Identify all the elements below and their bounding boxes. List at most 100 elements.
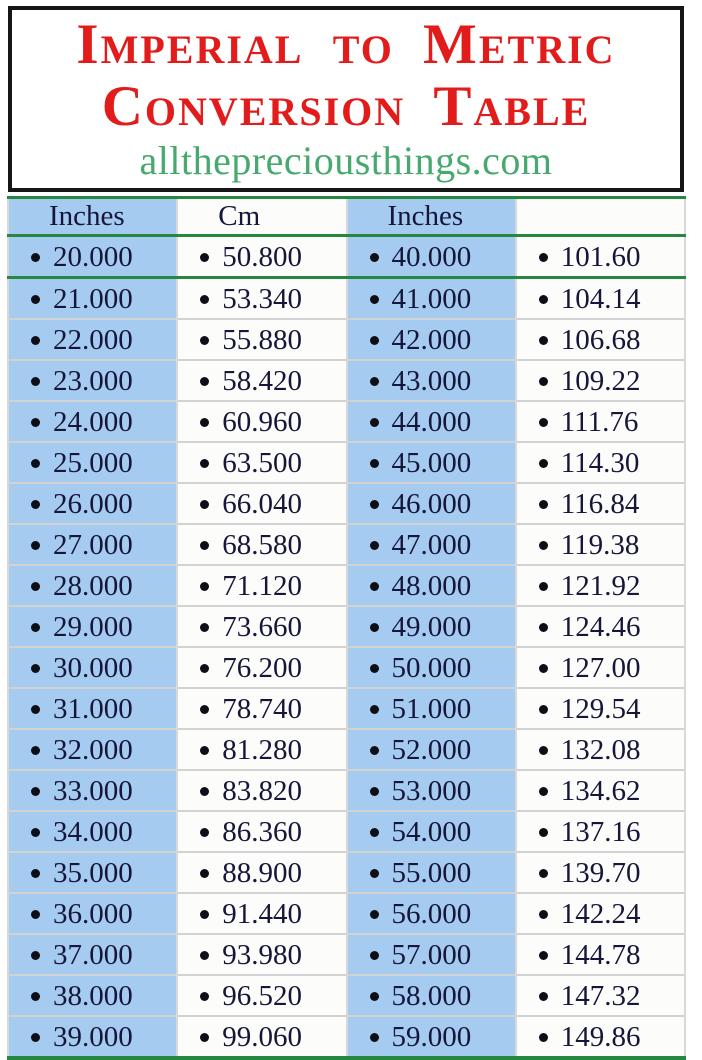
cell-value: 63.500 — [222, 446, 302, 479]
bullet-icon — [538, 252, 548, 262]
cell-value: 49.000 — [391, 610, 472, 643]
cell-value: 43.000 — [391, 364, 472, 397]
bullet-icon — [369, 417, 379, 427]
bullet-icon — [369, 294, 379, 304]
bullet-icon — [31, 376, 40, 386]
cell-value: 81.280 — [222, 733, 302, 766]
cell-value: 88.900 — [222, 856, 302, 889]
bullet-icon — [538, 417, 548, 427]
bullet-icon — [200, 335, 210, 345]
bullet-icon — [538, 950, 548, 960]
cell-value: 124.46 — [560, 610, 641, 643]
cell-inches-right: 50.000 — [345, 646, 517, 688]
bullet-icon — [538, 745, 548, 755]
bullet-icon — [369, 499, 379, 509]
bullet-icon — [538, 540, 548, 550]
bullet-icon — [31, 868, 40, 878]
bullet-icon — [538, 786, 548, 796]
cell-value: 23.000 — [53, 364, 133, 397]
cell-cm-right: 149.86 — [514, 1015, 687, 1060]
cell-value: 96.520 — [222, 979, 302, 1012]
bullet-icon — [538, 622, 548, 632]
bullet-icon — [538, 376, 548, 386]
cell-cm-right: 121.92 — [514, 564, 687, 606]
cell-value: 32.000 — [53, 733, 133, 766]
cell-cm-left: 55.880 — [176, 318, 348, 360]
table-row: 24.000 60.960 44.000 111.76 — [6, 400, 687, 442]
table-row: 25.000 63.500 45.000 114.30 — [6, 441, 687, 483]
cell-inches-left: 22.000 — [6, 318, 179, 360]
title-line-2: Conversion Table — [101, 75, 591, 138]
cell-cm-right: 109.22 — [514, 359, 687, 401]
cell-cm-left: 78.740 — [176, 687, 348, 729]
cell-cm-left: 63.500 — [176, 441, 348, 483]
column-header-inches-left: Inches — [6, 196, 179, 237]
cell-inches-right: 48.000 — [345, 564, 517, 606]
cell-value: 37.000 — [53, 938, 133, 971]
cell-value: 132.08 — [560, 733, 641, 766]
cell-value: 119.38 — [560, 528, 640, 561]
bullet-icon — [538, 458, 548, 468]
cell-value: 27.000 — [53, 528, 133, 561]
cell-value: 147.32 — [560, 979, 641, 1012]
cell-inches-right: 45.000 — [345, 441, 517, 483]
cell-cm-right: 114.30 — [514, 441, 687, 483]
cell-value: 36.000 — [53, 897, 133, 930]
cell-cm-left: 60.960 — [176, 400, 348, 442]
cell-value: 68.580 — [222, 528, 302, 561]
bullet-icon — [538, 909, 548, 919]
bullet-icon — [200, 294, 210, 304]
cell-inches-right: 57.000 — [345, 933, 517, 975]
cell-cm-right: 144.78 — [514, 933, 687, 975]
bullet-icon — [369, 540, 379, 550]
cell-inches-right: 46.000 — [345, 482, 517, 524]
bullet-icon — [200, 1032, 210, 1042]
column-header-cm-left: Cm — [176, 196, 348, 237]
bullet-icon — [369, 1032, 379, 1042]
cell-inches-left: 29.000 — [6, 605, 179, 647]
bullet-icon — [200, 663, 210, 673]
cell-cm-left: 96.520 — [176, 974, 348, 1016]
cell-value: 50.800 — [222, 240, 302, 273]
cell-value: 121.92 — [560, 569, 641, 602]
bullet-icon — [200, 499, 210, 509]
bullet-icon — [200, 622, 210, 632]
cell-value: 25.000 — [53, 446, 133, 479]
cell-value: 137.16 — [560, 815, 641, 848]
website-text: allthepreciousthings.com — [139, 138, 553, 183]
cell-value: 55.880 — [222, 323, 302, 356]
table-row: 37.000 93.980 57.000 144.78 — [6, 933, 687, 975]
cell-inches-left: 35.000 — [6, 851, 179, 893]
bullet-icon — [31, 704, 40, 714]
conversion-table-head: Inches Cm Inches — [6, 196, 687, 237]
bullet-icon — [369, 252, 379, 262]
cell-inches-left: 28.000 — [6, 564, 179, 606]
cell-cm-right: 124.46 — [514, 605, 687, 647]
cell-cm-right: 134.62 — [514, 769, 687, 811]
cell-cm-right: 101.60 — [514, 234, 687, 279]
bullet-icon — [538, 827, 548, 837]
bullet-icon — [31, 622, 40, 632]
bullet-icon — [200, 704, 210, 714]
cell-value: 101.60 — [560, 240, 641, 273]
table-row: 27.000 68.580 47.000 119.38 — [6, 523, 687, 565]
column-header-inches-right: Inches — [345, 196, 517, 237]
cell-value: 59.000 — [391, 1020, 472, 1053]
cell-inches-left: 32.000 — [6, 728, 179, 770]
cell-value: 106.68 — [560, 323, 641, 356]
column-header-cm-right — [514, 196, 687, 237]
bullet-icon — [369, 827, 379, 837]
bullet-icon — [369, 909, 379, 919]
table-row: 38.000 96.520 58.000 147.32 — [6, 974, 687, 1016]
bullet-icon — [538, 868, 548, 878]
header-row: Inches Cm Inches — [6, 196, 687, 237]
cell-value: 44.000 — [391, 405, 472, 438]
table-row: 28.000 71.120 48.000 121.92 — [6, 564, 687, 606]
bullet-icon — [31, 663, 40, 673]
conversion-table-body: 20.000 50.800 40.000 101.60 21.000 53.340 41.0… — [6, 234, 687, 1060]
cell-cm-left: 88.900 — [176, 851, 348, 893]
cell-inches-left: 34.000 — [6, 810, 179, 852]
cell-value: 144.78 — [560, 938, 641, 971]
table-row: 21.000 53.340 41.000 104.14 — [6, 276, 687, 319]
cell-value: 99.060 — [222, 1020, 302, 1053]
